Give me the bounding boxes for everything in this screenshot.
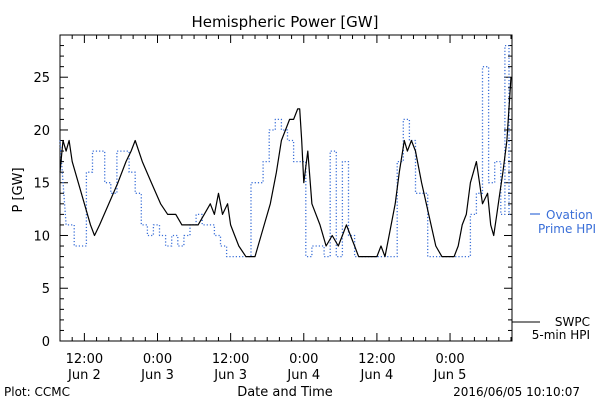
plot-frame [59, 34, 513, 342]
x-tick-label-date: Jun 4 [360, 368, 394, 383]
chart-title: Hemispheric Power [GW] [192, 13, 379, 31]
x-tick-label-date: Jun 4 [286, 368, 320, 383]
y-axis-ticks: 0 5 10 15 20 25 [33, 45, 512, 350]
x-tick-label-time: 0:00 [143, 352, 172, 367]
y-tick-label: 15 [33, 177, 50, 192]
x-tick-label-date: Jun 5 [433, 368, 467, 383]
legend-swpc-line1: SWPC [555, 315, 590, 329]
y-tick-label: 25 [33, 71, 50, 86]
legend-ovation-line2: Prime HPI [538, 222, 596, 236]
x-tick-label-date: Jun 3 [213, 368, 247, 383]
plot-timestamp: 2016/06/05 10:10:07 [453, 385, 580, 399]
plot-credit: Plot: CCMC [4, 385, 70, 399]
x-axis-label: Date and Time [237, 385, 333, 400]
y-tick-label: 5 [42, 282, 50, 297]
x-tick-label-date: Jun 2 [67, 368, 101, 383]
y-axis-label: P [GW] [11, 167, 26, 212]
legend-swpc: SWPC 5-min HPI [512, 315, 590, 342]
series-line-swpc [59, 77, 512, 258]
x-tick-label-date: Jun 3 [140, 368, 174, 383]
x-tick-label-time: 12:00 [358, 352, 395, 367]
y-tick-label: 10 [33, 229, 50, 244]
legend-swpc-line2: 5-min HPI [532, 328, 590, 342]
series-line-ovation-prime [59, 44, 512, 258]
legend-ovation-prime: Ovation Prime HPI [530, 208, 596, 236]
x-tick-label-time: 0:00 [435, 352, 464, 367]
x-tick-label-time: 12:00 [212, 352, 249, 367]
legend-ovation-line1: Ovation [546, 208, 593, 222]
series-layer [59, 44, 512, 258]
y-tick-label: 20 [33, 124, 50, 139]
y-tick-label: 0 [42, 335, 50, 350]
x-tick-label-time: 12:00 [66, 352, 103, 367]
x-tick-label-time: 0:00 [289, 352, 318, 367]
